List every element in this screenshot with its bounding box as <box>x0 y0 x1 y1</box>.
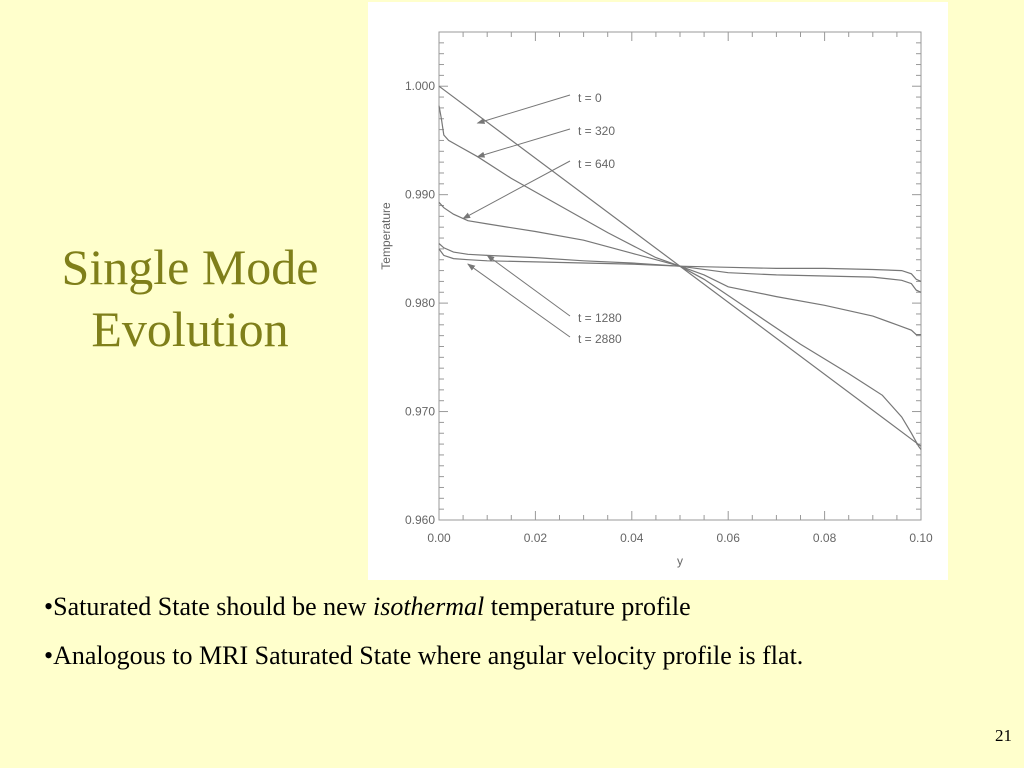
bullet-2: •Analogous to MRI Saturated State where … <box>44 641 804 670</box>
slide-title-line-1: Single Mode <box>61 239 319 295</box>
annotation-arrow <box>486 254 571 317</box>
slide-title-line-2: Evolution <box>91 301 289 357</box>
annotation-label: t = 1280 <box>578 311 622 325</box>
y-tick-label: 0.970 <box>405 405 435 419</box>
series-line-3 <box>438 243 922 293</box>
annotation-label: t = 640 <box>578 157 615 171</box>
annotation-label: t = 2880 <box>578 332 622 346</box>
annotation-arrow <box>462 160 571 219</box>
bullet-1: •Saturated State should be new isotherma… <box>44 590 964 624</box>
y-tick-label: 0.980 <box>405 296 435 310</box>
y-tick-label: 0.990 <box>405 188 435 202</box>
bullet-1-suffix: temperature profile <box>484 592 691 621</box>
x-tick-label: 0.08 <box>813 531 837 545</box>
slide-title: Single Mode Evolution <box>14 236 366 360</box>
x-tick-label: 0.06 <box>717 531 741 545</box>
annotation-label: t = 320 <box>578 124 615 138</box>
y-axis-label: Temperature <box>379 202 393 270</box>
x-tick-label: 0.00 <box>427 531 451 545</box>
bullet-1-prefix: •Saturated State should be new <box>44 592 373 621</box>
page-number: 21 <box>995 726 1012 745</box>
y-tick-label: 1.000 <box>405 79 435 93</box>
annotation-arrow <box>476 94 571 124</box>
temperature-chart: 0.00 0.02 0.04 0.06 0.08 0.10 0.960 0.970 0.980 0… <box>379 31 933 568</box>
bullet-1-emphasis: isothermal <box>372 592 485 621</box>
series-line-2 <box>438 201 921 336</box>
x-axis-label: y <box>677 554 683 568</box>
x-tick-label: 0.10 <box>909 531 933 545</box>
x-tick-label: 0.02 <box>524 531 548 545</box>
x-tick-label: 0.04 <box>620 531 644 545</box>
y-tick-label: 0.960 <box>405 513 435 527</box>
annotation-arrow <box>476 128 571 158</box>
bullet-list: •Saturated State should be new isotherma… <box>44 590 964 688</box>
annotation-arrow <box>467 263 571 338</box>
annotation-label: t = 0 <box>578 91 602 105</box>
chart-panel: 0.00 0.02 0.04 0.06 0.08 0.10 0.960 0.970 0.980 0… <box>368 2 948 580</box>
series-line-4 <box>438 248 922 282</box>
series-line-1 <box>438 105 922 450</box>
